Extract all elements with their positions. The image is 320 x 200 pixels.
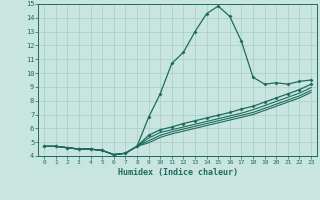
X-axis label: Humidex (Indice chaleur): Humidex (Indice chaleur) xyxy=(118,168,238,177)
